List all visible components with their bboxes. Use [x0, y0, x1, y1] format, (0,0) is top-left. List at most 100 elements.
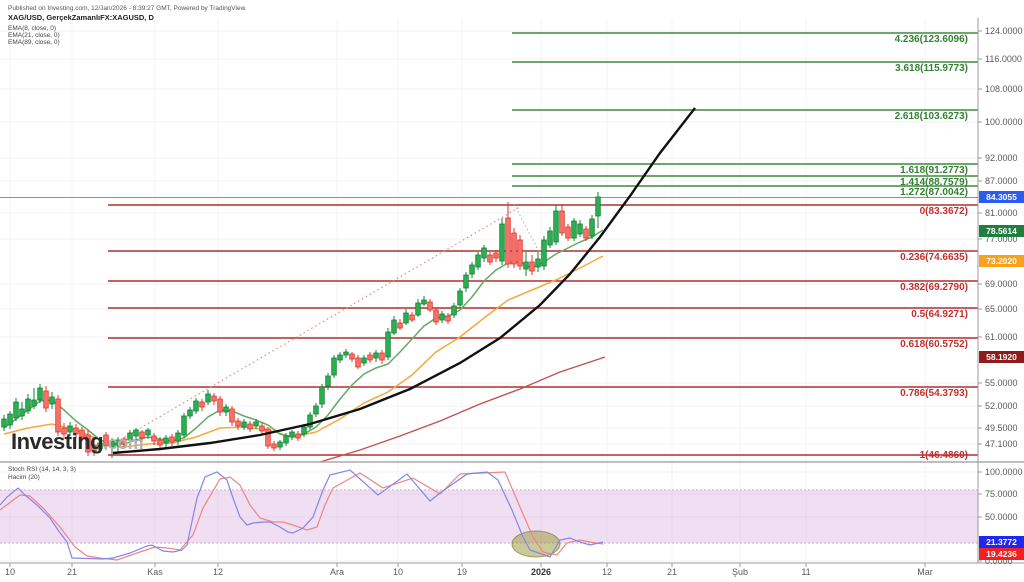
candlestick [487, 252, 493, 265]
ema89-legend: EMA(89, close, 0) [8, 39, 60, 46]
candlestick [97, 439, 103, 453]
candlestick [571, 218, 577, 241]
candlestick [343, 349, 349, 358]
candlestick [331, 355, 337, 378]
candlestick [103, 432, 109, 450]
candlestick [367, 352, 373, 363]
ema89-line [319, 356, 606, 463]
volume-legend: Hacim (20) [8, 474, 40, 481]
candlestick [505, 202, 511, 268]
stoch-band [0, 490, 978, 543]
candlestick [1, 415, 7, 431]
watermark-brand: Investing [11, 429, 104, 454]
candlestick [349, 352, 355, 362]
stoch-k-line [0, 469, 604, 560]
candlestick [7, 411, 13, 429]
candlestick [499, 218, 505, 265]
candlestick [133, 428, 139, 440]
candlestick [259, 423, 265, 434]
candlestick [355, 355, 361, 369]
candlestick [55, 395, 61, 436]
candlestick [283, 433, 289, 446]
candlestick [127, 430, 133, 444]
candlestick [559, 204, 565, 236]
candlestick [205, 390, 211, 405]
ema21-line [3, 255, 604, 448]
candlestick [79, 427, 85, 441]
candlestick [481, 245, 487, 262]
candlestick [475, 252, 481, 270]
candlestick [595, 192, 601, 228]
candlestick [319, 384, 325, 408]
candlestick [193, 398, 199, 414]
candlestick [277, 440, 283, 450]
candlestick [523, 252, 529, 276]
candlestick [223, 404, 229, 416]
symbol-title: XAG/USD, GerçekZamanlıFX:XAGUSD, D [8, 13, 154, 22]
candlestick [163, 435, 169, 447]
candlestick [49, 392, 55, 409]
stoch-rsi-legend: Stoch RSI (14, 14, 3, 3) [8, 466, 76, 473]
candlestick [541, 236, 547, 270]
candlestick [565, 224, 571, 241]
candlestick [187, 407, 193, 419]
candlestick [529, 255, 535, 275]
highlight-ellipse[interactable] [511, 530, 561, 558]
dotted-trendline[interactable] [112, 206, 521, 445]
candlestick [235, 418, 241, 430]
candlestick [373, 350, 379, 362]
candlestick [517, 235, 523, 270]
candlestick [265, 427, 271, 449]
watermark-suffix: .com [103, 433, 144, 453]
candlestick [511, 228, 517, 268]
candlestick [403, 309, 409, 325]
candlestick [439, 311, 445, 323]
candlestick [85, 430, 91, 456]
time-axis[interactable] [0, 563, 1024, 582]
candlestick [589, 215, 595, 239]
dotted-gray-segment[interactable] [513, 203, 546, 264]
candlestick [379, 350, 385, 364]
price-axis[interactable] [978, 0, 1024, 563]
candlestick [325, 373, 331, 390]
candlestick [91, 441, 97, 456]
candlestick [139, 430, 145, 442]
candlestick [13, 398, 19, 421]
candlestick [469, 262, 475, 278]
candlestick [151, 433, 157, 445]
candlestick [409, 312, 415, 322]
candlestick [109, 438, 115, 458]
candlestick [175, 430, 181, 445]
candlestick [295, 431, 301, 441]
candlestick [427, 299, 433, 312]
candlestick [547, 227, 553, 248]
candlestick [25, 394, 31, 414]
candlestick [217, 396, 223, 416]
candlestick [385, 328, 391, 360]
candlestick [361, 355, 367, 366]
candlestick [253, 419, 259, 429]
ema21-legend: EMA(21, close, 0) [8, 32, 60, 39]
candlestick [157, 437, 163, 448]
candlestick [553, 205, 559, 245]
candlestick [37, 384, 43, 403]
candlestick [145, 428, 151, 439]
candlestick [211, 393, 217, 405]
parabolic-curve[interactable] [112, 107, 696, 455]
stoch-d-line [0, 471, 604, 561]
candlestick [169, 434, 175, 446]
candlestick [247, 421, 253, 432]
candlestick [115, 437, 121, 452]
candlestick [241, 419, 247, 430]
candlestick [43, 386, 49, 412]
candlestick [19, 402, 25, 420]
candlestick [337, 352, 343, 363]
candlestick [307, 412, 313, 430]
candlestick [229, 406, 235, 426]
candlestick [445, 313, 451, 324]
candlestick [271, 441, 277, 451]
candlestick [457, 288, 463, 308]
candlestick [463, 272, 469, 292]
